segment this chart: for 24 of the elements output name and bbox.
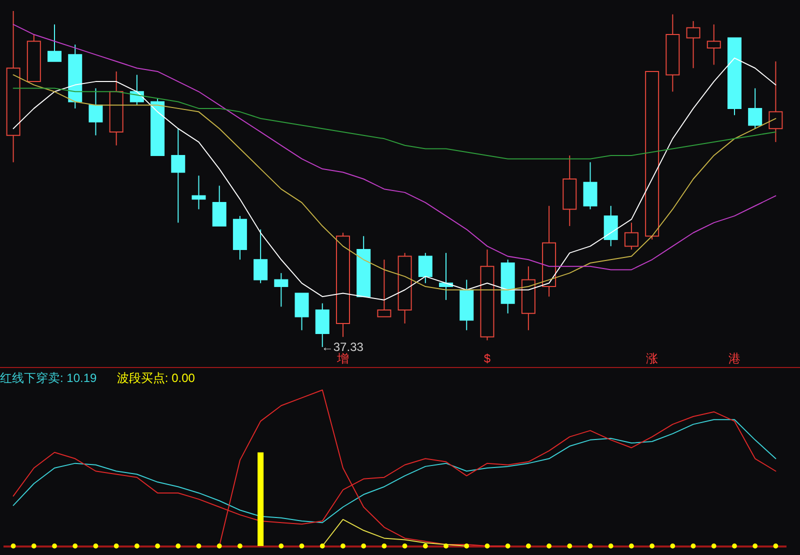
candlestick (583, 162, 598, 210)
x-tick-label: 涨 (646, 352, 658, 366)
x-tick-label: $ (484, 352, 491, 366)
candlestick (192, 175, 206, 210)
candlestick (88, 88, 103, 136)
candlestick (748, 88, 762, 130)
candlestick (254, 228, 268, 284)
candlestick (768, 60, 783, 143)
candlestick (48, 24, 62, 62)
x-tick-label: 增 (336, 352, 349, 366)
candlestick (212, 185, 226, 227)
text: 波段买点: 0.00 (116, 371, 196, 385)
candlestick (604, 205, 618, 247)
x-tick-label: 港 (728, 352, 740, 366)
candlestick (686, 20, 700, 69)
candlestick (274, 272, 288, 308)
annotation: ←37.33 (321, 340, 364, 354)
candlestick (294, 292, 309, 331)
text: 红线下穿卖: 10.19 (0, 371, 98, 385)
candlestick (171, 128, 186, 224)
candlestick (377, 259, 392, 318)
candlestick (624, 222, 638, 250)
candlestick (418, 252, 432, 284)
candlestick (706, 24, 721, 66)
